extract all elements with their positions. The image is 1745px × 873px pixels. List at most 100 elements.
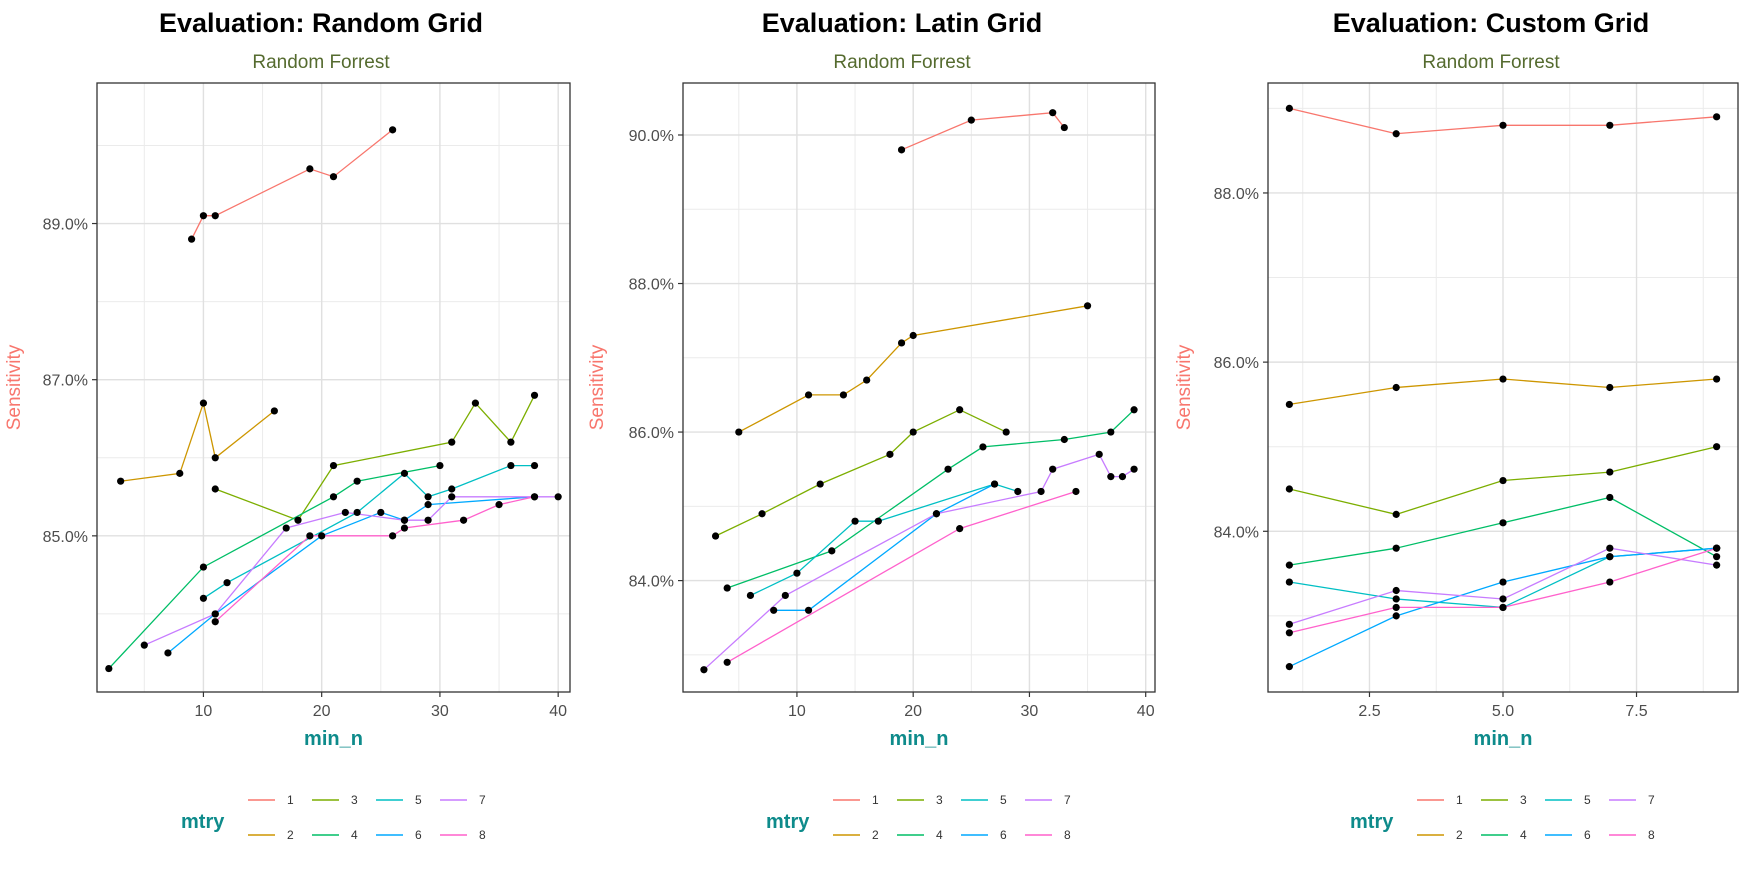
data-point-mtry-7: [140, 641, 148, 649]
data-point-mtry-2: [270, 407, 278, 415]
data-point-mtry-2: [211, 454, 219, 462]
x-tick-label: 40: [1137, 703, 1155, 720]
x-tick-label: 5.0: [1492, 703, 1514, 720]
legend-label-mtry-6: 6: [1584, 828, 1591, 842]
legend-label-mtry-7: 7: [479, 793, 486, 807]
x-tick-label: 2.5: [1358, 703, 1380, 720]
legend-label-mtry-3: 3: [936, 793, 943, 807]
legend-label-mtry-7: 7: [1064, 793, 1071, 807]
data-point-mtry-2: [863, 376, 871, 384]
data-point-mtry-5: [874, 517, 882, 525]
data-point-mtry-3: [1392, 510, 1400, 518]
data-point-mtry-1: [199, 212, 208, 220]
data-point-mtry-8: [459, 516, 468, 524]
data-point-mtry-3: [816, 480, 824, 488]
data-point-mtry-2: [1285, 400, 1293, 409]
legend-label-mtry-4: 4: [936, 828, 943, 842]
chart-title: Evaluation: Latin Grid: [762, 8, 1043, 38]
data-point-mtry-2: [1083, 302, 1092, 310]
y-tick-label: 85.0%: [43, 529, 88, 546]
data-point-mtry-3: [1002, 428, 1010, 436]
data-point-mtry-5: [223, 579, 231, 587]
x-tick-label: 20: [313, 703, 331, 720]
legend-label-mtry-3: 3: [351, 793, 358, 807]
data-point-mtry-4: [353, 477, 361, 485]
data-point-mtry-4: [1499, 519, 1507, 527]
data-point-mtry-4: [1107, 428, 1115, 436]
data-point-mtry-2: [1392, 383, 1400, 392]
data-point-mtry-2: [909, 331, 917, 340]
data-point-mtry-6: [164, 649, 172, 657]
data-point-mtry-1: [1285, 104, 1293, 112]
data-point-mtry-3: [294, 516, 302, 524]
data-point-mtry-4: [944, 465, 952, 473]
y-tick-label: 89.0%: [43, 217, 88, 234]
legend-title: mtry: [181, 811, 225, 833]
data-point-mtry-5: [507, 461, 515, 470]
data-point-mtry-4: [1713, 553, 1721, 561]
data-point-mtry-5: [1285, 578, 1293, 586]
legend-label-mtry-5: 5: [1584, 793, 1591, 807]
chart-title: Evaluation: Custom Grid: [1333, 8, 1650, 38]
data-point-mtry-2: [199, 399, 208, 407]
legend: mtry 1 2 3 4 5 6 7 8: [766, 793, 1071, 842]
data-point-mtry-1: [211, 212, 219, 220]
legend-label-mtry-8: 8: [1648, 828, 1655, 842]
y-tick-label: 87.0%: [43, 373, 88, 390]
data-point-mtry-7: [448, 493, 456, 501]
legend-label-mtry-4: 4: [351, 828, 358, 842]
data-point-mtry-2: [1606, 383, 1614, 392]
y-axis-title: Sensitivity: [587, 344, 608, 430]
legend: mtry 1 2 3 4 5 6 7 8: [181, 793, 486, 842]
data-point-mtry-5: [793, 569, 801, 577]
data-point-mtry-3: [758, 510, 766, 518]
data-point-mtry-4: [828, 547, 836, 555]
data-point-mtry-6: [1285, 663, 1293, 671]
data-point-mtry-8: [1392, 603, 1400, 612]
data-point-mtry-6: [990, 480, 999, 488]
data-point-mtry-7: [1392, 586, 1400, 595]
legend-label-mtry-4: 4: [1520, 828, 1527, 842]
data-point-mtry-4: [1285, 561, 1293, 569]
chart-panel-2: Evaluation: Latin Grid Random Forrest 84.0…: [587, 8, 1156, 842]
data-point-mtry-5: [424, 493, 432, 501]
legend-title: mtry: [1350, 811, 1394, 833]
data-point-mtry-6: [1606, 553, 1614, 561]
data-point-mtry-2: [839, 391, 848, 399]
legend-label-mtry-1: 1: [287, 793, 294, 807]
x-tick-label: 10: [195, 703, 213, 720]
data-point-mtry-8: [956, 525, 964, 533]
data-point-mtry-8: [1713, 544, 1721, 552]
data-point-mtry-6: [1499, 578, 1507, 586]
data-point-mtry-7: [932, 510, 941, 518]
data-point-mtry-5: [746, 591, 755, 600]
series-line-mtry-1: [901, 112, 1065, 151]
data-point-mtry-7: [1285, 620, 1293, 628]
data-point-mtry-5: [448, 485, 456, 493]
data-point-mtry-3: [211, 485, 219, 493]
data-point-mtry-8: [1072, 487, 1080, 496]
legend-label-mtry-3: 3: [1520, 793, 1527, 807]
data-point-mtry-5: [353, 508, 361, 517]
data-point-mtry-7: [1095, 450, 1103, 458]
series-line-mtry-1: [191, 129, 394, 240]
y-axis-title: Sensitivity: [4, 344, 25, 430]
data-point-mtry-1: [967, 116, 975, 124]
data-point-mtry-8: [1499, 603, 1507, 612]
data-point-mtry-7: [211, 610, 219, 618]
x-tick-label: 40: [549, 703, 567, 720]
data-point-mtry-5: [1014, 487, 1022, 496]
chart-subtitle: Random Forrest: [252, 52, 390, 73]
x-axis-title: min_n: [890, 728, 949, 750]
legend: mtry 1 2 3 4 5 6 7 8: [1350, 793, 1655, 842]
data-point-mtry-7: [424, 516, 432, 524]
data-point-mtry-1: [1713, 113, 1721, 121]
legend-label-mtry-6: 6: [415, 828, 422, 842]
y-tick-label: 88.0%: [1214, 186, 1259, 203]
legend-label-mtry-2: 2: [1456, 828, 1463, 842]
chart-panel-3: Evaluation: Custom Grid Random Forrest 84.…: [1174, 8, 1739, 842]
legend-label-mtry-5: 5: [1000, 793, 1007, 807]
data-point-mtry-1: [1499, 121, 1507, 129]
legend-label-mtry-5: 5: [415, 793, 422, 807]
